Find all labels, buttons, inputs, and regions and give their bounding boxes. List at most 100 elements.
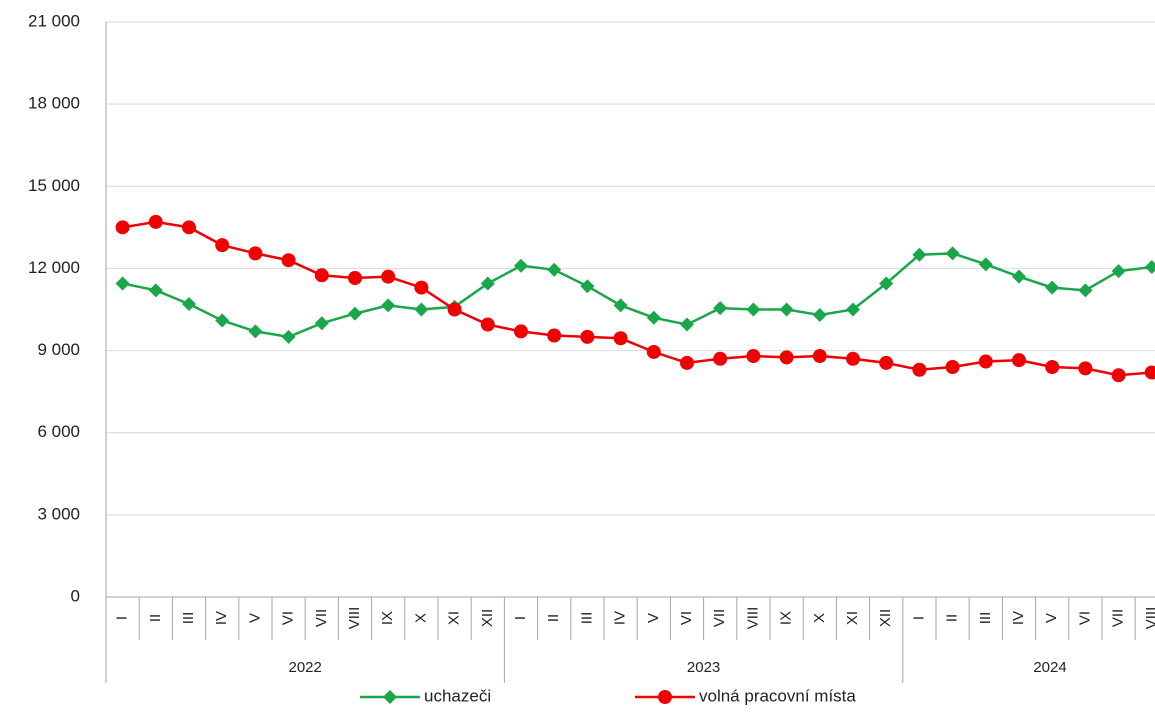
x-tick-label: I <box>512 616 529 620</box>
x-tick-label: IV <box>612 611 629 625</box>
point <box>812 307 827 322</box>
point <box>779 302 794 317</box>
point <box>215 238 230 253</box>
series <box>115 246 1155 344</box>
point <box>383 690 397 704</box>
x-tick-label: XII <box>479 609 496 627</box>
point <box>613 331 628 346</box>
x-tick-label: I <box>114 616 131 620</box>
point <box>480 317 495 332</box>
point <box>182 297 196 312</box>
x-tick-label: VIII <box>744 607 761 630</box>
line <box>122 220 1152 377</box>
point <box>646 344 661 359</box>
x-tick-label: X <box>811 613 828 623</box>
year-label: 2023 <box>687 659 720 676</box>
point <box>613 298 628 313</box>
x-tick-label: XI <box>844 611 861 625</box>
y-tick-label: 12 000 <box>28 258 80 277</box>
point <box>314 268 329 283</box>
x-tick-label: VI <box>678 611 695 625</box>
point <box>547 262 562 277</box>
x-tick-label: III <box>578 612 595 625</box>
x-tick-label: VI <box>1076 611 1093 625</box>
line <box>122 252 1152 339</box>
point <box>281 253 296 268</box>
x-tick-label: V <box>246 613 263 623</box>
point <box>381 298 396 313</box>
x-tick-label: XI <box>446 611 463 625</box>
point <box>879 276 894 291</box>
x-tick-label: I <box>910 616 927 620</box>
y-tick-label: 3 000 <box>37 504 80 523</box>
year-label: 2022 <box>289 659 322 676</box>
point <box>1078 283 1093 298</box>
x-tick-label: IV <box>213 611 230 625</box>
point <box>348 271 362 286</box>
y-tick-label: 6 000 <box>37 422 80 441</box>
point <box>658 690 672 704</box>
x-tick-label: V <box>1043 613 1060 623</box>
point <box>1144 260 1155 275</box>
point <box>480 276 495 291</box>
point <box>1144 365 1155 380</box>
y-tick-label: 9 000 <box>37 340 80 359</box>
point <box>945 246 960 261</box>
legend-label: volná pracovní místa <box>699 686 856 705</box>
point <box>580 279 595 294</box>
point <box>945 360 960 374</box>
series <box>115 214 1155 383</box>
point <box>148 214 163 229</box>
point <box>1111 368 1126 383</box>
point <box>447 302 462 317</box>
y-tick-label: 15 000 <box>28 176 80 195</box>
point <box>1045 280 1060 295</box>
y-tick-label: 21 000 <box>28 11 80 30</box>
x-tick-label: IX <box>379 611 396 625</box>
point <box>879 355 894 370</box>
point <box>978 354 993 369</box>
point <box>580 329 595 344</box>
year-label: 2024 <box>1033 659 1066 676</box>
point <box>1045 360 1060 374</box>
x-tick-label: VII <box>313 609 330 627</box>
x-tick-label: VIII <box>1143 607 1155 630</box>
point <box>746 302 761 317</box>
point <box>115 220 130 235</box>
point <box>779 350 794 365</box>
point <box>846 302 860 317</box>
x-tick-label: II <box>944 614 961 622</box>
x-tick-label: III <box>180 612 197 625</box>
x-tick-label: VI <box>280 611 297 625</box>
point <box>248 246 263 261</box>
x-tick-label: XII <box>877 609 894 627</box>
point <box>978 257 993 272</box>
point <box>148 283 163 298</box>
point <box>713 351 728 366</box>
point <box>1012 353 1026 368</box>
point <box>1111 264 1126 279</box>
legend-label: uchazeči <box>424 686 491 705</box>
x-tick-label: IX <box>778 611 795 625</box>
point <box>314 316 329 331</box>
x-tick-label: X <box>412 613 429 623</box>
point <box>846 351 860 366</box>
point <box>713 301 728 316</box>
point <box>746 349 761 364</box>
y-tick-label: 0 <box>71 586 80 605</box>
point <box>912 362 927 377</box>
point <box>281 329 296 344</box>
point <box>381 269 396 284</box>
point <box>514 258 528 273</box>
x-tick-label: VII <box>1110 609 1127 627</box>
y-tick-label: 18 000 <box>28 94 80 113</box>
point <box>1012 269 1026 284</box>
x-tick-label: VII <box>711 609 728 627</box>
point <box>1078 361 1093 376</box>
x-tick-label: IV <box>1010 611 1027 625</box>
x-tick-label: II <box>545 614 562 622</box>
point <box>514 324 528 339</box>
point <box>414 302 429 317</box>
point <box>115 276 130 291</box>
